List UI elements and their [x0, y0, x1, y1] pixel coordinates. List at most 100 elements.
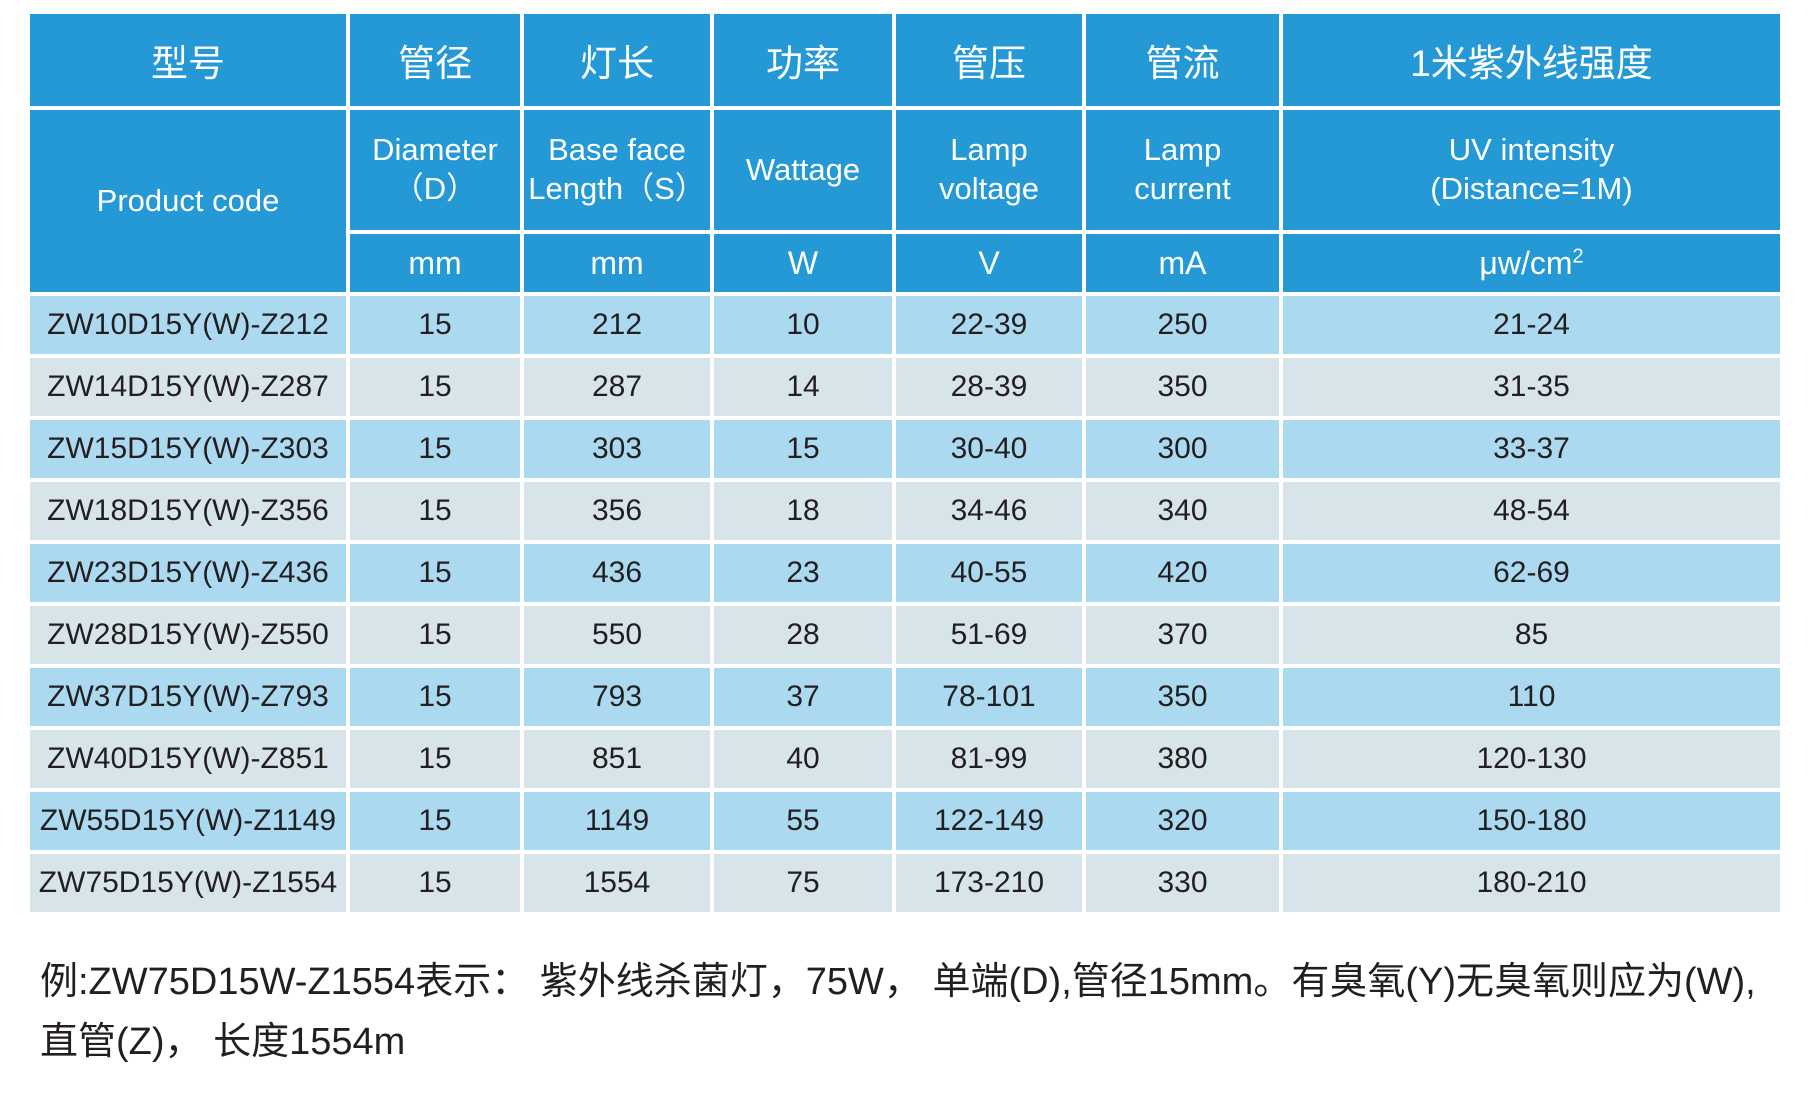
header-row-chinese: 型号 管径 灯长 功率 管压 管流 1米紫外线强度 — [30, 14, 1780, 106]
uv-unit-base: μw/cm — [1479, 244, 1573, 281]
header-en-uv-intensity: UV intensity (Distance=1M) — [1283, 110, 1780, 230]
cell-voltage: 81-99 — [896, 730, 1082, 788]
cell-current: 370 — [1086, 606, 1279, 664]
cell-voltage: 22-39 — [896, 296, 1082, 354]
cell-wattage: 28 — [714, 606, 892, 664]
cell-uv-intensity: 150-180 — [1283, 792, 1780, 850]
header-unit-voltage: V — [896, 234, 1082, 292]
cell-length: 436 — [524, 544, 710, 602]
cell-length: 212 — [524, 296, 710, 354]
cell-wattage: 23 — [714, 544, 892, 602]
table-row: ZW23D15Y(W)-Z436 15 436 23 40-55 420 62-69 — [30, 544, 1780, 602]
cell-uv-intensity: 33-37 — [1283, 420, 1780, 478]
cell-length: 550 — [524, 606, 710, 664]
cell-voltage: 122-149 — [896, 792, 1082, 850]
cell-current: 420 — [1086, 544, 1279, 602]
cell-product-code: ZW75D15Y(W)-Z1554 — [30, 854, 346, 912]
header-en-current: Lamp current — [1086, 110, 1279, 230]
cell-current: 380 — [1086, 730, 1279, 788]
cell-product-code: ZW28D15Y(W)-Z550 — [30, 606, 346, 664]
cell-voltage: 28-39 — [896, 358, 1082, 416]
table-body: ZW10D15Y(W)-Z212 15 212 10 22-39 250 21-24 ZW14… — [30, 296, 1780, 912]
cell-current: 350 — [1086, 358, 1279, 416]
table-row: ZW37D15Y(W)-Z793 15 793 37 78-101 350 110 — [30, 668, 1780, 726]
uv-unit-exponent: 2 — [1572, 244, 1584, 267]
header-zh-uv-intensity: 1米紫外线强度 — [1283, 14, 1780, 106]
cell-product-code: ZW18D15Y(W)-Z356 — [30, 482, 346, 540]
header-en-diameter: Diameter （D） — [350, 110, 520, 230]
header-en-wattage: Wattage — [714, 110, 892, 230]
header-unit-uv-intensity: μw/cm2 — [1283, 234, 1780, 292]
cell-wattage: 55 — [714, 792, 892, 850]
header-unit-current: mA — [1086, 234, 1279, 292]
cell-diameter: 15 — [350, 544, 520, 602]
header-en-voltage: Lamp voltage — [896, 110, 1082, 230]
cell-current: 350 — [1086, 668, 1279, 726]
cell-length: 1554 — [524, 854, 710, 912]
cell-voltage: 78-101 — [896, 668, 1082, 726]
cell-length: 303 — [524, 420, 710, 478]
cell-uv-intensity: 110 — [1283, 668, 1780, 726]
header-zh-wattage: 功率 — [714, 14, 892, 106]
cell-current: 300 — [1086, 420, 1279, 478]
cell-current: 250 — [1086, 296, 1279, 354]
cell-diameter: 15 — [350, 730, 520, 788]
cell-voltage: 173-210 — [896, 854, 1082, 912]
cell-length: 851 — [524, 730, 710, 788]
header-zh-diameter: 管径 — [350, 14, 520, 106]
header-row-english: Product code Diameter （D） Base face Leng… — [30, 110, 1780, 292]
cell-diameter: 15 — [350, 420, 520, 478]
cell-voltage: 40-55 — [896, 544, 1082, 602]
cell-diameter: 15 — [350, 792, 520, 850]
cell-wattage: 37 — [714, 668, 892, 726]
table-header: 型号 管径 灯长 功率 管压 管流 1米紫外线强度 Product code D… — [30, 14, 1780, 292]
table-row: ZW28D15Y(W)-Z550 15 550 28 51-69 370 85 — [30, 606, 1780, 664]
cell-product-code: ZW23D15Y(W)-Z436 — [30, 544, 346, 602]
table-row: ZW15D15Y(W)-Z303 15 303 15 30-40 300 33-37 — [30, 420, 1780, 478]
table-row: ZW55D15Y(W)-Z1149 15 1149 55 122-149 320 150-1… — [30, 792, 1780, 850]
cell-wattage: 14 — [714, 358, 892, 416]
header-unit-wattage: W — [714, 234, 892, 292]
header-zh-voltage: 管压 — [896, 14, 1082, 106]
cell-length: 356 — [524, 482, 710, 540]
cell-current: 340 — [1086, 482, 1279, 540]
cell-uv-intensity: 62-69 — [1283, 544, 1780, 602]
cell-wattage: 75 — [714, 854, 892, 912]
header-en-length: Base face Length（S） — [524, 110, 710, 230]
cell-length: 793 — [524, 668, 710, 726]
header-unit-length: mm — [524, 234, 710, 292]
cell-wattage: 15 — [714, 420, 892, 478]
cell-product-code: ZW14D15Y(W)-Z287 — [30, 358, 346, 416]
cell-diameter: 15 — [350, 358, 520, 416]
uv-lamp-spec-sheet: 型号 管径 灯长 功率 管压 管流 1米紫外线强度 Product code D… — [30, 14, 1780, 1063]
cell-wattage: 10 — [714, 296, 892, 354]
cell-length: 1149 — [524, 792, 710, 850]
table-row: ZW75D15Y(W)-Z1554 15 1554 75 173-210 330 180-2… — [30, 854, 1780, 912]
table-row: ZW18D15Y(W)-Z356 15 356 18 34-46 340 48-54 — [30, 482, 1780, 540]
cell-uv-intensity: 120-130 — [1283, 730, 1780, 788]
cell-uv-intensity: 48-54 — [1283, 482, 1780, 540]
cell-product-code: ZW40D15Y(W)-Z851 — [30, 730, 346, 788]
cell-diameter: 15 — [350, 296, 520, 354]
cell-diameter: 15 — [350, 668, 520, 726]
cell-wattage: 40 — [714, 730, 892, 788]
cell-product-code: ZW37D15Y(W)-Z793 — [30, 668, 346, 726]
cell-uv-intensity: 31-35 — [1283, 358, 1780, 416]
cell-diameter: 15 — [350, 854, 520, 912]
table-row: ZW40D15Y(W)-Z851 15 851 40 81-99 380 120-130 — [30, 730, 1780, 788]
header-zh-product-code: 型号 — [30, 14, 346, 106]
cell-voltage: 30-40 — [896, 420, 1082, 478]
cell-product-code: ZW55D15Y(W)-Z1149 — [30, 792, 346, 850]
header-en-product-code: Product code — [30, 110, 346, 292]
cell-product-code: ZW10D15Y(W)-Z212 — [30, 296, 346, 354]
example-note-line2: 直管(Z)， 长度1554m — [40, 1021, 406, 1063]
cell-diameter: 15 — [350, 606, 520, 664]
table-row: ZW10D15Y(W)-Z212 15 212 10 22-39 250 21-24 — [30, 296, 1780, 354]
cell-uv-intensity: 21-24 — [1283, 296, 1780, 354]
cell-voltage: 34-46 — [896, 482, 1082, 540]
cell-uv-intensity: 85 — [1283, 606, 1780, 664]
example-note-line1: 例:ZW75D15W-Z1554表示： 紫外线杀菌灯，75W， 单端(D),管径… — [40, 961, 1756, 1003]
cell-voltage: 51-69 — [896, 606, 1082, 664]
cell-length: 287 — [524, 358, 710, 416]
header-zh-current: 管流 — [1086, 14, 1279, 106]
